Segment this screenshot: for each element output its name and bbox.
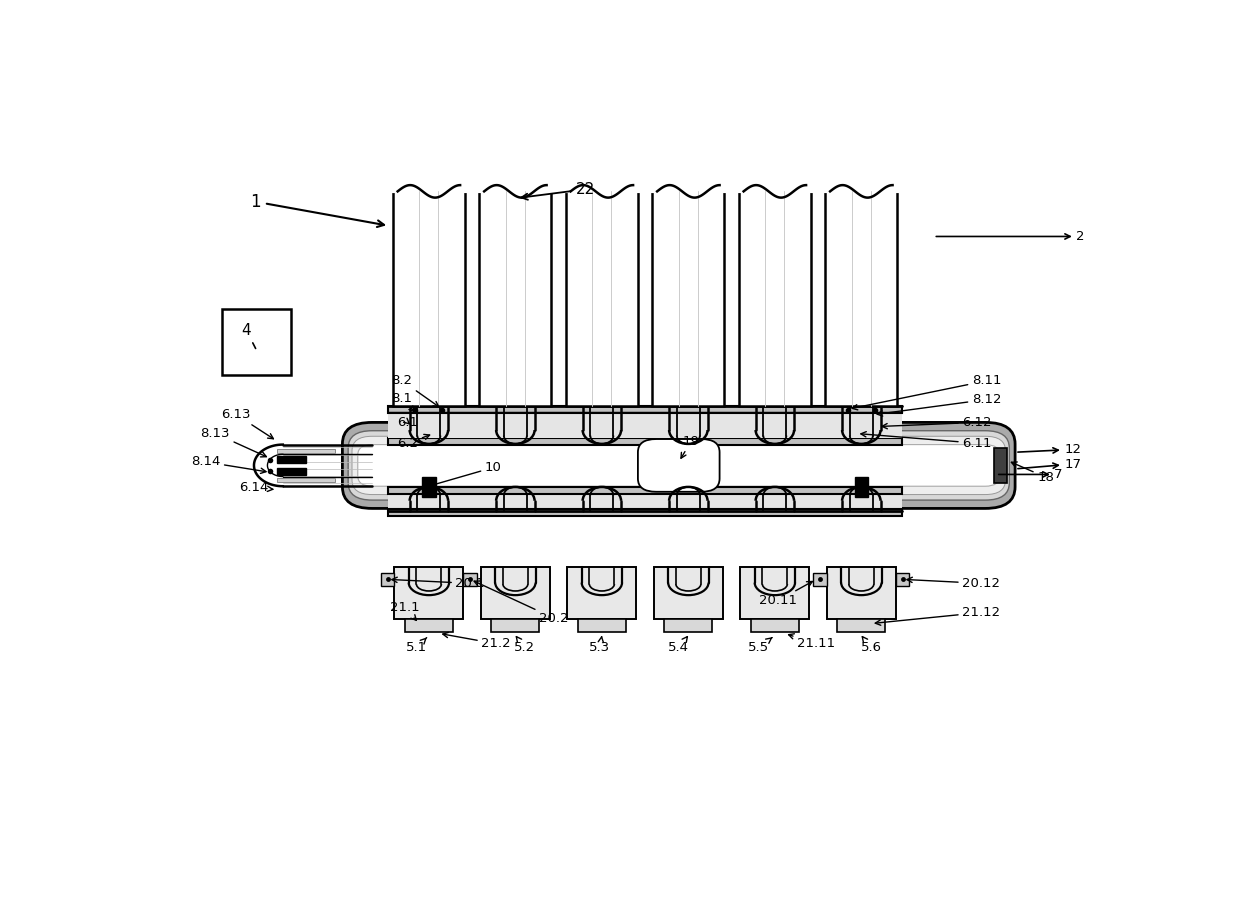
Text: 7: 7 xyxy=(998,468,1063,481)
Text: 6.2: 6.2 xyxy=(397,434,429,450)
Text: 6.12: 6.12 xyxy=(882,416,992,429)
Text: 5.4: 5.4 xyxy=(668,637,689,654)
Bar xyxy=(277,456,306,462)
Text: 5.1: 5.1 xyxy=(405,638,427,654)
Text: 5.6: 5.6 xyxy=(861,637,882,654)
Text: 12: 12 xyxy=(1018,443,1081,456)
FancyBboxPatch shape xyxy=(352,436,1006,495)
Text: 1: 1 xyxy=(250,193,384,227)
Bar xyxy=(994,448,1007,483)
Bar xyxy=(751,619,799,632)
Bar xyxy=(464,573,477,586)
Text: 22: 22 xyxy=(522,182,595,200)
Text: 6.14: 6.14 xyxy=(239,481,273,494)
Text: 8.11: 8.11 xyxy=(852,374,1002,410)
Text: 6.1: 6.1 xyxy=(397,416,418,429)
Text: 17: 17 xyxy=(1018,458,1081,470)
FancyBboxPatch shape xyxy=(358,444,999,487)
Bar xyxy=(665,619,713,632)
Bar xyxy=(388,405,903,439)
Text: 21.12: 21.12 xyxy=(875,606,1001,625)
Bar xyxy=(388,487,903,494)
Text: 21.1: 21.1 xyxy=(391,601,419,621)
Bar xyxy=(481,568,551,619)
Bar xyxy=(388,406,903,414)
Text: 6.13: 6.13 xyxy=(222,408,273,439)
Bar xyxy=(393,191,465,406)
Text: 5.2: 5.2 xyxy=(515,637,536,654)
Bar xyxy=(388,486,903,512)
Bar xyxy=(277,469,306,475)
Bar xyxy=(740,568,810,619)
Text: 6.11: 6.11 xyxy=(861,432,992,450)
Bar xyxy=(652,191,724,406)
Bar xyxy=(827,568,897,619)
Bar xyxy=(813,573,827,586)
Text: 20.1: 20.1 xyxy=(392,577,485,590)
Bar xyxy=(394,568,464,619)
FancyBboxPatch shape xyxy=(348,431,1009,500)
FancyBboxPatch shape xyxy=(637,439,719,492)
Text: 4: 4 xyxy=(242,323,255,349)
Text: 8.1: 8.1 xyxy=(392,392,414,412)
Text: 5.5: 5.5 xyxy=(748,638,773,654)
Bar xyxy=(277,478,335,482)
Bar xyxy=(422,477,435,497)
Text: 8.14: 8.14 xyxy=(191,455,267,473)
Text: 20.11: 20.11 xyxy=(759,581,812,607)
Text: 20.12: 20.12 xyxy=(906,577,1001,590)
Bar xyxy=(480,191,552,406)
Text: 8.2: 8.2 xyxy=(392,374,439,406)
Text: 21.11: 21.11 xyxy=(789,633,836,651)
Bar xyxy=(854,477,868,497)
Text: 5.3: 5.3 xyxy=(589,637,610,654)
Text: 10: 10 xyxy=(430,461,502,487)
Bar xyxy=(491,619,539,632)
Bar xyxy=(565,191,637,406)
Text: 8.12: 8.12 xyxy=(877,393,1002,416)
Text: 19: 19 xyxy=(681,434,699,459)
Bar xyxy=(277,449,335,453)
Bar xyxy=(897,573,909,586)
Bar xyxy=(567,568,636,619)
Bar xyxy=(388,439,903,445)
Bar xyxy=(381,573,394,586)
Bar xyxy=(404,619,453,632)
Bar xyxy=(222,309,291,375)
Bar xyxy=(653,568,723,619)
Bar xyxy=(578,619,626,632)
Bar xyxy=(826,191,898,406)
Text: 2: 2 xyxy=(936,230,1085,243)
Text: 18: 18 xyxy=(1012,462,1054,484)
Text: 8.13: 8.13 xyxy=(201,427,267,457)
Text: 21.2: 21.2 xyxy=(443,633,511,651)
Bar xyxy=(388,509,903,516)
Text: 20.2: 20.2 xyxy=(474,581,569,624)
Bar xyxy=(739,191,811,406)
FancyBboxPatch shape xyxy=(342,423,1016,508)
Bar xyxy=(837,619,885,632)
